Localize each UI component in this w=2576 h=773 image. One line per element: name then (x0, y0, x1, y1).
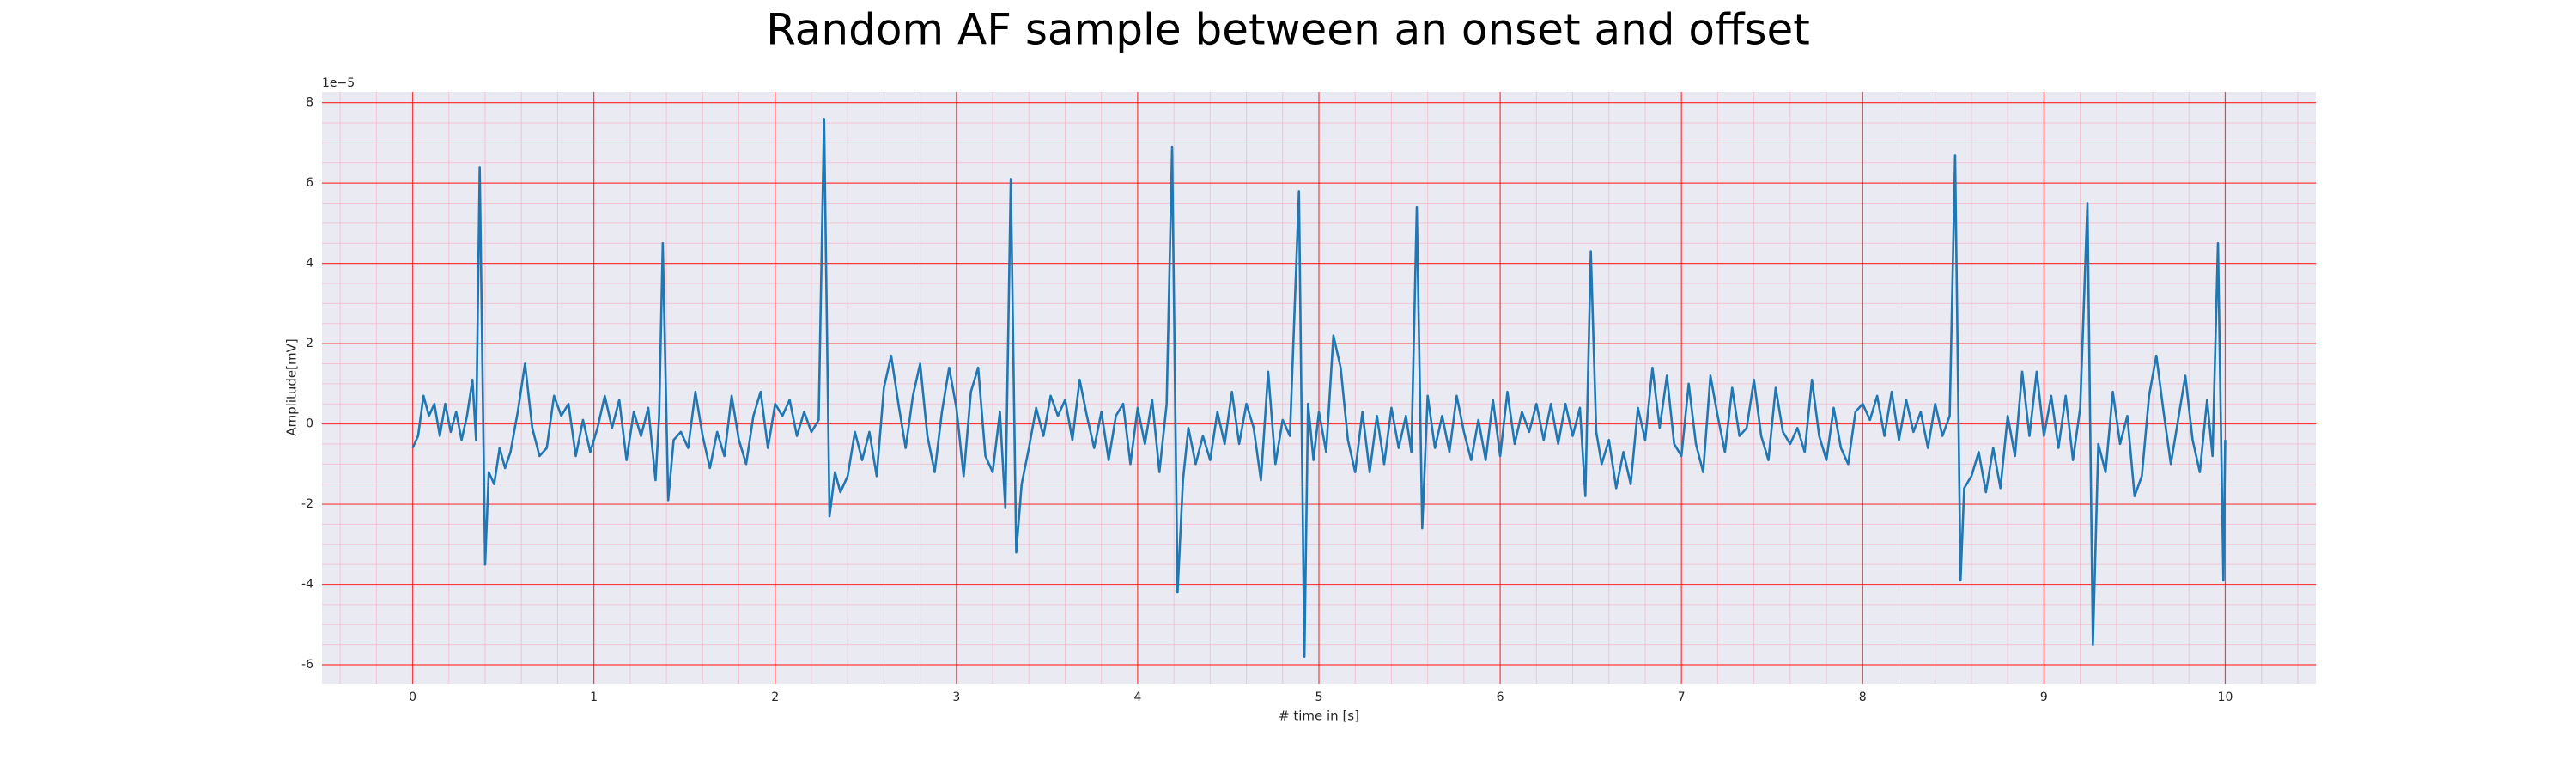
x-tick-label: 2 (771, 691, 779, 704)
x-tick-label: 1 (590, 691, 598, 704)
y-tick-label: 6 (306, 176, 313, 190)
x-tick-label: 8 (1859, 691, 1867, 704)
x-tick-label: 7 (1678, 691, 1686, 704)
y-tick-label: -6 (301, 658, 313, 672)
y-tick-label: -2 (301, 497, 313, 511)
y-tick-label: 0 (306, 417, 313, 431)
y-offset-label: 1e−5 (322, 76, 355, 90)
y-tick-label: 8 (306, 96, 313, 110)
x-tick-label: 0 (409, 691, 416, 704)
x-tick-label: 10 (2218, 691, 2233, 704)
x-tick-label: 5 (1315, 691, 1323, 704)
y-axis-label: Amplitude[mV] (284, 338, 300, 435)
x-tick-label: 6 (1497, 691, 1504, 704)
chart-title: Random AF sample between an onset and of… (766, 5, 1810, 55)
signal-line (411, 118, 2227, 658)
y-tick-label: 4 (306, 257, 313, 271)
x-tick-label: 9 (2040, 691, 2048, 704)
x-tick-label: 4 (1133, 691, 1141, 704)
y-tick-label: 2 (306, 337, 313, 350)
x-axis-label: # time in [s] (1279, 709, 1359, 724)
y-tick-label: -4 (301, 578, 313, 592)
x-tick-label: 3 (952, 691, 960, 704)
